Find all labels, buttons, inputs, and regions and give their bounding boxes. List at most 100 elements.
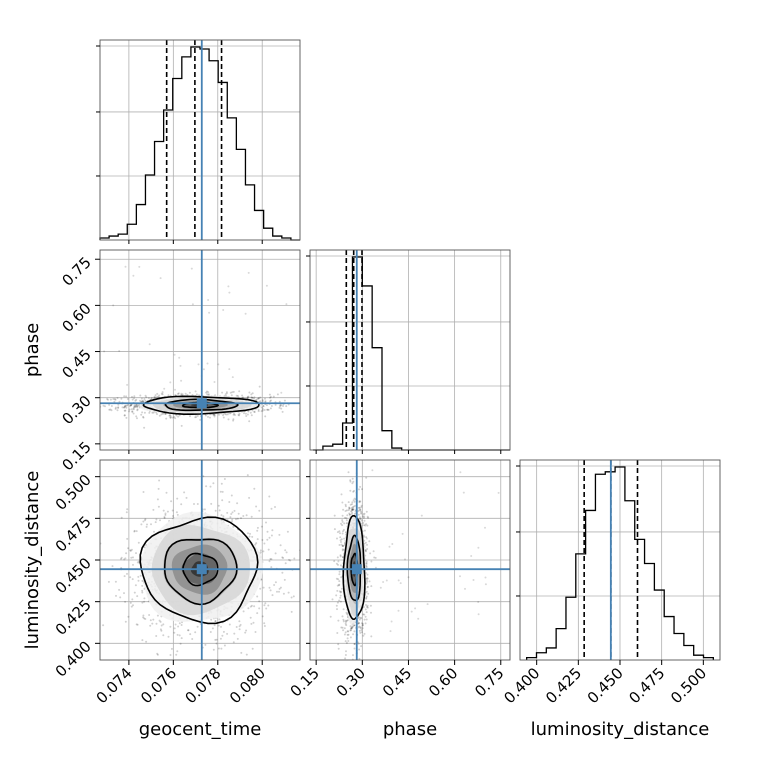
sample-point (209, 485, 212, 488)
sample-point (497, 491, 500, 494)
sample-point (359, 510, 362, 513)
sample-point (344, 503, 347, 506)
sample-point (239, 623, 242, 626)
sample-point (276, 393, 279, 396)
sample-point (336, 556, 339, 559)
x-axis-label-luminosity_distance: luminosity_distance (531, 719, 710, 740)
sample-point (163, 516, 166, 518)
sample-point (220, 482, 223, 485)
sample-point (140, 397, 143, 400)
sample-point (370, 585, 373, 588)
sample-point (194, 390, 197, 393)
sample-point (362, 624, 364, 627)
sample-point (236, 394, 239, 397)
sample-point (336, 601, 339, 604)
sample-point (360, 506, 363, 509)
sample-point (135, 415, 138, 418)
sample-point (103, 350, 106, 353)
sample-point (342, 530, 344, 533)
sample-point (352, 490, 355, 493)
sample-point (464, 587, 466, 590)
sample-point (162, 509, 165, 512)
sample-point (390, 620, 393, 623)
sample-point (349, 503, 352, 506)
sample-point (230, 394, 233, 397)
sample-point (365, 476, 368, 479)
sample-point (256, 595, 259, 598)
sample-point (221, 499, 224, 502)
sample-point (365, 604, 367, 606)
sample-point (154, 394, 157, 397)
sample-point (360, 504, 363, 507)
sample-point (249, 411, 252, 414)
sample-point (340, 626, 343, 629)
sample-point (241, 394, 244, 397)
sample-point (104, 405, 106, 408)
sample-point (357, 661, 359, 663)
sample-point (245, 653, 248, 656)
sample-point (229, 391, 232, 394)
sample-point (342, 508, 345, 511)
sample-point (344, 654, 347, 656)
sample-point (253, 396, 256, 399)
sample-point (341, 501, 344, 504)
sample-point (263, 625, 266, 627)
sample-point (137, 404, 140, 407)
sample-point (351, 477, 354, 480)
sample-point (107, 580, 110, 583)
sample-point (283, 399, 286, 402)
sample-point (116, 409, 119, 412)
sample-point (256, 529, 259, 532)
sample-point (257, 410, 260, 413)
sample-point (333, 560, 336, 563)
sample-point (365, 537, 368, 540)
sample-point (229, 516, 232, 519)
sample-point (263, 542, 266, 545)
sample-point (250, 414, 253, 417)
sample-point (202, 662, 204, 664)
sample-point (132, 556, 134, 559)
sample-point (343, 627, 346, 630)
sample-point (176, 633, 179, 636)
sample-point (156, 395, 159, 398)
sample-point (270, 399, 272, 402)
sample-point (158, 414, 161, 417)
sample-point (359, 508, 362, 511)
sample-point (232, 419, 235, 422)
sample-point (173, 353, 176, 356)
sample-point (220, 514, 223, 517)
sample-point (361, 515, 364, 518)
sample-point (254, 543, 257, 546)
sample-point (160, 392, 163, 395)
sample-point (174, 388, 176, 391)
sample-point (196, 625, 199, 628)
sample-point (263, 409, 266, 411)
sample-point (217, 363, 220, 366)
sample-point (338, 570, 341, 573)
sample-point (120, 516, 123, 519)
sample-point (133, 529, 136, 532)
sample-point (335, 604, 338, 607)
sample-point (358, 648, 361, 651)
sample-point (258, 385, 261, 388)
sample-point (345, 642, 348, 644)
sample-point (264, 397, 266, 400)
panel-frame (99, 249, 301, 451)
x-tick-label-luminosity_distance: 0.450 (584, 664, 627, 707)
sample-point (136, 561, 139, 564)
sample-point (367, 592, 370, 595)
sample-point (263, 604, 266, 607)
sample-point (124, 409, 127, 412)
sample-point (143, 398, 146, 400)
sample-point (366, 606, 369, 609)
sample-point (222, 309, 225, 311)
sample-point (123, 406, 126, 409)
sample-point (205, 391, 208, 394)
sample-point (117, 406, 120, 409)
sample-point (459, 471, 462, 474)
sample-point (91, 576, 93, 578)
sample-point (123, 575, 126, 578)
sample-point (268, 393, 271, 396)
sample-point (129, 601, 132, 604)
